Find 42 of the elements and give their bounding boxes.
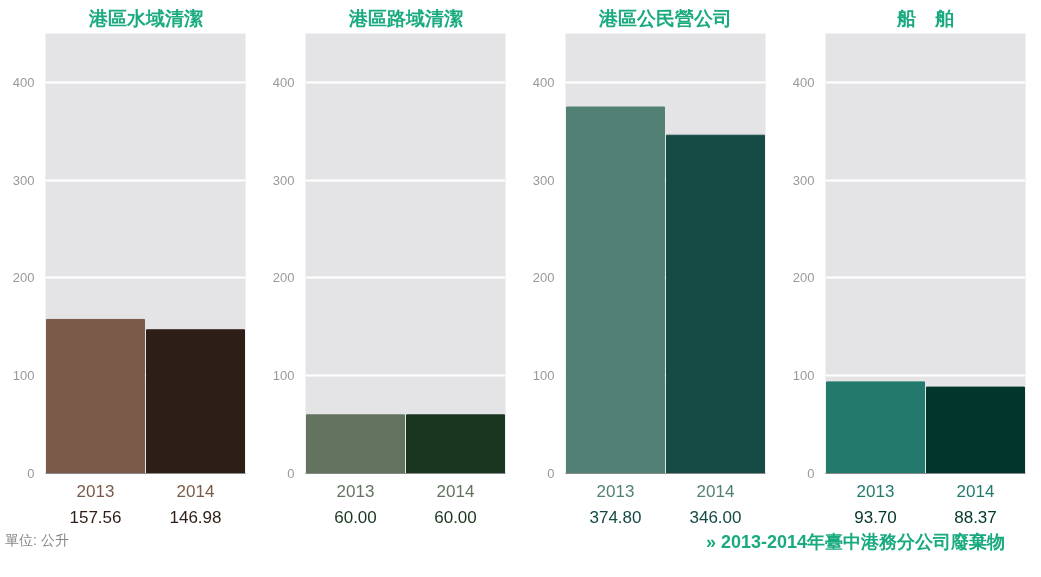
y-tick-label: 0: [287, 466, 295, 481]
x-tick-label: 2014: [176, 481, 215, 501]
data-label: 88.37: [954, 507, 997, 527]
y-tick-label: 400: [272, 74, 295, 90]
y-tick-label: 300: [272, 172, 295, 188]
y-tick-label: 400: [532, 74, 555, 90]
data-label: 93.70: [854, 507, 897, 527]
data-label: 374.80: [589, 507, 642, 527]
y-tick-label: 100: [272, 368, 295, 384]
x-tick-label: 2013: [856, 481, 895, 501]
y-tick-label: 100: [12, 368, 35, 384]
y-tick-label: 400: [792, 74, 815, 90]
y-tick-label: 200: [532, 270, 555, 286]
y-tick-label: 300: [532, 172, 555, 188]
y-tick-label: 300: [12, 172, 35, 188]
data-label: 60.00: [334, 507, 377, 527]
y-tick-label: 0: [547, 466, 555, 481]
y-tick-label: 100: [792, 368, 815, 384]
y-tick-label: 0: [807, 466, 815, 481]
x-tick-label: 2014: [696, 481, 735, 501]
y-tick-label: 400: [12, 74, 35, 90]
text: 單位: 公升: [5, 531, 69, 550]
x-tick-label: 2014: [956, 481, 995, 501]
x-tick-label: 2013: [336, 481, 375, 501]
chart-title: 港區路域清潔: [347, 7, 463, 29]
y-tick-label: 0: [27, 466, 35, 481]
data-label: 157.56: [69, 507, 122, 527]
y-tick-label: 100: [532, 368, 555, 384]
data-label: 146.98: [169, 507, 222, 527]
y-tick-label: 200: [12, 270, 35, 286]
data-label: 60.00: [434, 507, 477, 527]
y-tick-label: 300: [792, 172, 815, 188]
y-tick-label: 200: [792, 270, 815, 286]
data-label: 346.00: [689, 507, 742, 527]
chart-title: 港區公民營公司: [598, 7, 732, 29]
x-tick-label: 2013: [596, 481, 635, 501]
text: » 2013-2014年臺中港務分公司廢棄物: [705, 531, 1005, 554]
x-tick-label: 2014: [436, 481, 475, 501]
chart-title: 船 舶: [896, 7, 954, 29]
chart-title: 港區水域清潔: [87, 7, 203, 29]
x-tick-label: 2013: [76, 481, 115, 501]
y-tick-label: 200: [272, 270, 295, 286]
